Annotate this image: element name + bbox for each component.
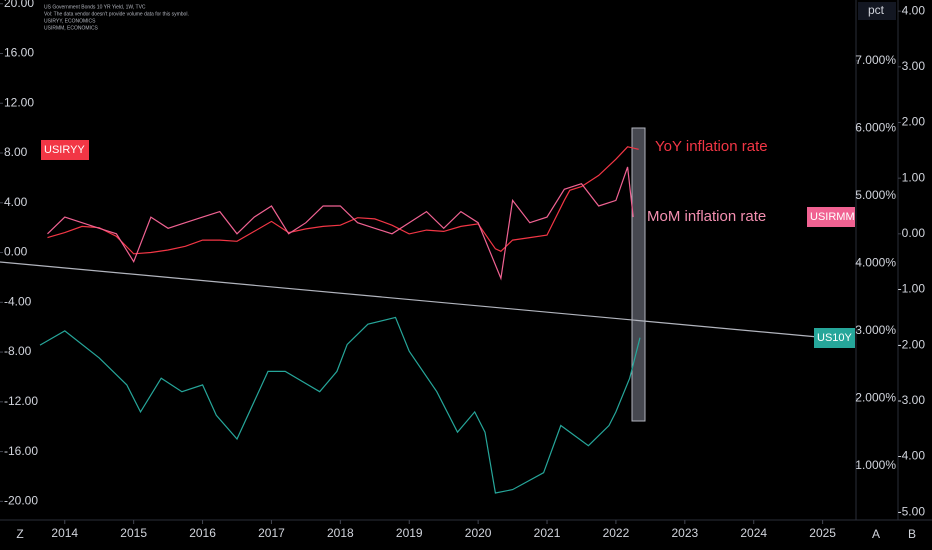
x-tick-label: 2020 — [465, 526, 492, 540]
y-tick-label: 6.000% — [855, 120, 896, 134]
x-tick-label: 2019 — [396, 526, 423, 540]
y-tick-label: 0.00 — [4, 245, 28, 259]
legend-tag — [814, 328, 855, 348]
y-tick-label: -16.00 — [4, 444, 38, 458]
annotation: MoM inflation rate — [647, 208, 766, 225]
annotation: YoY inflation rate — [655, 138, 768, 155]
series-line — [47, 166, 634, 281]
header-line: USIRYY, ECONOMICS — [44, 18, 96, 24]
y-tick-label: 16.00 — [4, 46, 34, 60]
y2-label: pct — [868, 3, 885, 17]
y-tick-label: -2.00 — [898, 337, 926, 351]
y-tick-label: 4.000% — [855, 256, 896, 270]
y-tick-label: 2.00 — [902, 115, 926, 129]
series-line — [0, 261, 856, 341]
y-tick-label: -5.00 — [898, 504, 926, 518]
header-line: USIRMM, ECONOMICS — [44, 25, 99, 31]
unit-box — [858, 2, 896, 20]
y-tick-label: 3.000% — [855, 323, 896, 337]
y-tick-label: 3.00 — [902, 59, 926, 73]
highlight-box — [631, 127, 646, 422]
y-tick-label: 20.00 — [4, 0, 34, 10]
x-tick-label: 2021 — [534, 526, 561, 540]
legend-tag — [41, 140, 89, 160]
y-tick-label: 12.00 — [4, 95, 34, 109]
y-tick-label: 0.00 — [902, 226, 926, 240]
header-line: US Government Bonds 10 YR Yield, 1W, TVC — [44, 4, 146, 10]
x-tick-label: 2017 — [258, 526, 285, 540]
x-tick-label: 2023 — [671, 526, 698, 540]
header-line: Vol: The data vendor doesn't provide vol… — [44, 11, 189, 17]
corner-label[interactable]: B — [908, 527, 916, 541]
y-tick-label: 2.000% — [855, 391, 896, 405]
series-line — [47, 146, 639, 255]
y-tick-label: -4.00 — [4, 294, 32, 308]
y-tick-label: 1.000% — [855, 458, 896, 472]
y-tick-label: 5.000% — [855, 188, 896, 202]
y-tick-label: 1.00 — [902, 170, 926, 184]
y-tick-label: 7.000% — [855, 53, 896, 67]
x-tick-label: 2015 — [120, 526, 147, 540]
y-tick-label: -12.00 — [4, 394, 38, 408]
x-tick-label: 2014 — [51, 526, 78, 540]
legend-label: USIRYY — [44, 144, 85, 156]
legend-tag — [807, 207, 855, 227]
y-tick-label: 4.00 — [902, 3, 926, 17]
x-tick-label: 2025 — [809, 526, 836, 540]
corner-label[interactable]: A — [872, 527, 880, 541]
series-line — [39, 316, 641, 494]
y-tick-label: -20.00 — [4, 494, 38, 508]
y-tick-label: -4.00 — [898, 449, 926, 463]
y-tick-label: 8.00 — [4, 145, 28, 159]
x-tick-label: 2024 — [740, 526, 767, 540]
x-tick-label: 2016 — [189, 526, 216, 540]
y-tick-label: 4.00 — [4, 195, 28, 209]
y-tick-label: -8.00 — [4, 344, 32, 358]
corner-label[interactable]: Z — [16, 527, 23, 541]
y-tick-label: -1.00 — [898, 282, 926, 296]
legend-label: USIRMM — [810, 211, 855, 223]
legend-label: US10Y — [817, 332, 853, 344]
y-tick-label: -3.00 — [898, 393, 926, 407]
x-tick-label: 2018 — [327, 526, 354, 540]
x-tick-label: 2022 — [603, 526, 630, 540]
